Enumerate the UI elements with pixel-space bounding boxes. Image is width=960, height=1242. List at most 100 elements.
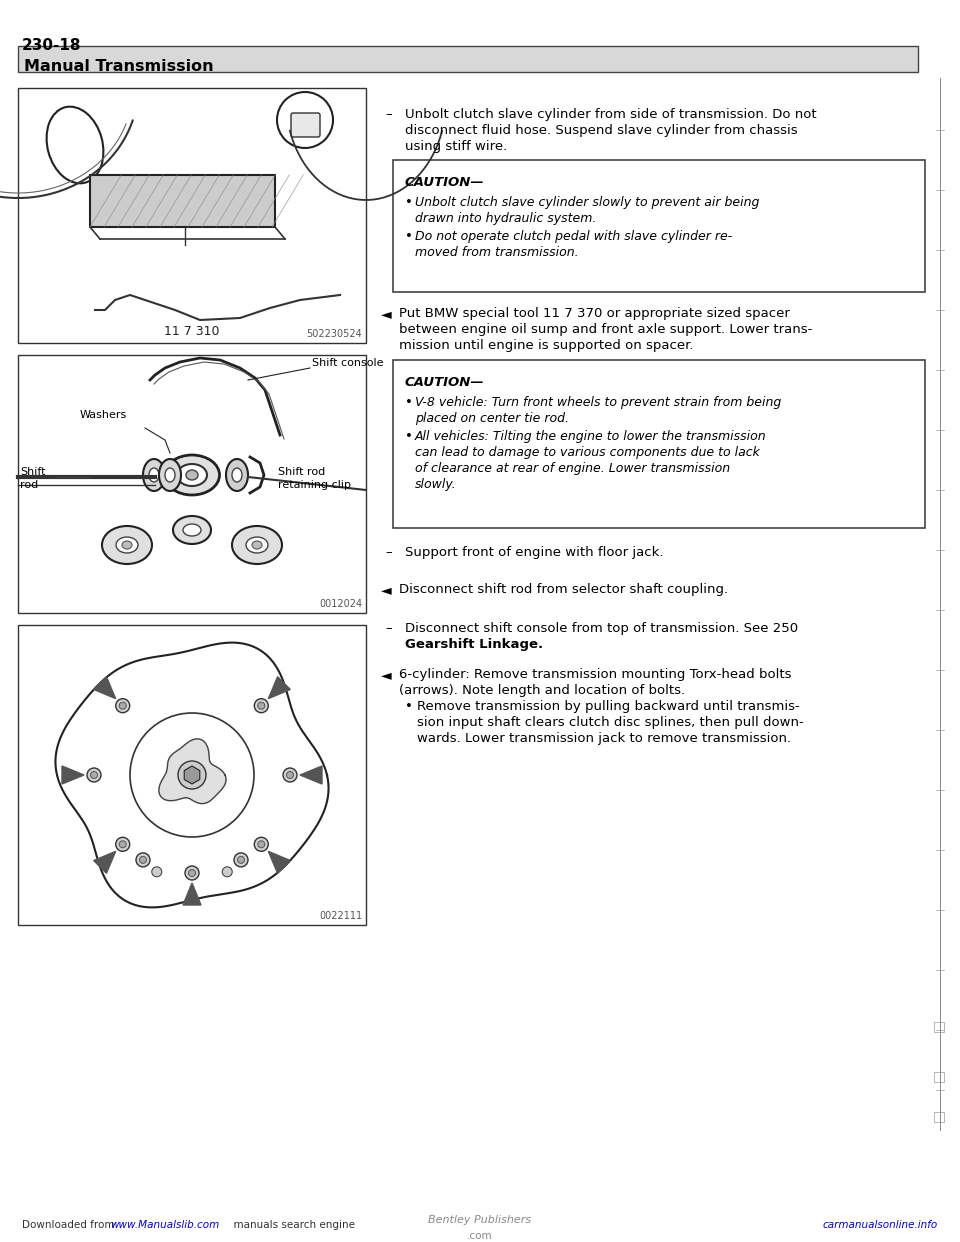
Text: –: –: [385, 622, 392, 635]
Bar: [393, 160, 925, 292]
Text: ◄: ◄: [381, 582, 392, 597]
Text: retaining clip: retaining clip: [278, 479, 351, 491]
Text: of clearance at rear of engine. Lower transmission: of clearance at rear of engine. Lower tr…: [415, 462, 731, 474]
Text: mission until engine is supported on spacer.: mission until engine is supported on spa…: [399, 339, 693, 351]
Text: •: •: [405, 700, 413, 713]
Ellipse shape: [226, 460, 248, 491]
Text: Shift console: Shift console: [312, 358, 383, 368]
Circle shape: [119, 841, 126, 848]
Bar: [18, 88, 366, 343]
Text: CAUTION—: CAUTION—: [405, 376, 485, 389]
Circle shape: [139, 857, 147, 863]
Circle shape: [237, 857, 245, 863]
Text: Disconnect shift console from top of transmission. See 250: Disconnect shift console from top of tra…: [405, 622, 798, 635]
Ellipse shape: [177, 465, 207, 486]
Text: wards. Lower transmission jack to remove transmission.: wards. Lower transmission jack to remove…: [417, 732, 791, 745]
Ellipse shape: [183, 524, 201, 537]
Text: Support front of engine with floor jack.: Support front of engine with floor jack.: [405, 546, 663, 559]
Text: between engine oil sump and front axle support. Lower trans-: between engine oil sump and front axle s…: [399, 323, 812, 337]
Text: Manual Transmission: Manual Transmission: [24, 60, 214, 75]
Polygon shape: [94, 851, 115, 873]
Text: Unbolt clutch slave cylinder slowly to prevent air being: Unbolt clutch slave cylinder slowly to p…: [415, 196, 759, 209]
Text: Downloaded from: Downloaded from: [22, 1220, 118, 1230]
Ellipse shape: [116, 537, 138, 553]
Text: 502230524: 502230524: [306, 329, 362, 339]
Circle shape: [254, 699, 268, 713]
Polygon shape: [300, 766, 322, 784]
Text: (arrows). Note length and location of bolts.: (arrows). Note length and location of bo…: [399, 684, 685, 697]
Text: •: •: [405, 230, 413, 243]
Text: –: –: [385, 546, 392, 559]
Ellipse shape: [246, 537, 268, 553]
Circle shape: [130, 713, 254, 837]
Ellipse shape: [149, 468, 159, 482]
Ellipse shape: [47, 107, 104, 184]
Bar: [934, 1072, 944, 1082]
Text: CAUTION—: CAUTION—: [405, 176, 485, 189]
Bar: [934, 1112, 944, 1122]
Polygon shape: [94, 677, 115, 699]
Text: slowly.: slowly.: [415, 478, 457, 491]
Text: All vehicles: Tilting the engine to lower the transmission: All vehicles: Tilting the engine to lowe…: [415, 430, 767, 443]
Polygon shape: [269, 677, 290, 699]
Polygon shape: [158, 739, 226, 804]
Circle shape: [116, 699, 130, 713]
Text: .com: .com: [468, 1231, 492, 1241]
Text: Bentley Publishers: Bentley Publishers: [428, 1215, 532, 1225]
Circle shape: [90, 771, 98, 779]
Text: V-8 vehicle: Turn front wheels to prevent strain from being: V-8 vehicle: Turn front wheels to preven…: [415, 396, 781, 409]
Text: Do not operate clutch pedal with slave cylinder re-: Do not operate clutch pedal with slave c…: [415, 230, 732, 243]
Circle shape: [136, 853, 150, 867]
Text: Shift rod: Shift rod: [278, 467, 325, 477]
Bar: [18, 625, 366, 925]
Circle shape: [87, 768, 101, 782]
Text: •: •: [405, 396, 413, 409]
Circle shape: [178, 761, 206, 789]
Text: disconnect fluid hose. Suspend slave cylinder from chassis: disconnect fluid hose. Suspend slave cyl…: [405, 124, 798, 137]
Ellipse shape: [165, 468, 175, 482]
Text: drawn into hydraulic system.: drawn into hydraulic system.: [415, 212, 596, 225]
Ellipse shape: [102, 527, 152, 564]
Bar: [18, 355, 366, 614]
Bar: [934, 1022, 944, 1032]
Circle shape: [222, 867, 232, 877]
Bar: [90, 175, 275, 227]
Text: rod: rod: [20, 479, 38, 491]
Bar: [393, 360, 925, 528]
Ellipse shape: [232, 468, 242, 482]
Ellipse shape: [143, 460, 165, 491]
Text: Disconnect shift rod from selector shaft coupling.: Disconnect shift rod from selector shaft…: [399, 582, 728, 596]
Text: Unbolt clutch slave cylinder from side of transmission. Do not: Unbolt clutch slave cylinder from side o…: [405, 108, 817, 120]
Ellipse shape: [122, 542, 132, 549]
Text: Put BMW special tool 11 7 370 or appropriate sized spacer: Put BMW special tool 11 7 370 or appropr…: [399, 307, 790, 320]
Ellipse shape: [252, 542, 262, 549]
Text: manuals search engine: manuals search engine: [227, 1220, 355, 1230]
Text: •: •: [405, 430, 413, 443]
Text: ◄: ◄: [381, 668, 392, 682]
Text: Remove transmission by pulling backward until transmis-: Remove transmission by pulling backward …: [417, 700, 800, 713]
Circle shape: [116, 837, 130, 851]
Text: Gearshift Linkage.: Gearshift Linkage.: [405, 638, 543, 651]
Polygon shape: [62, 766, 84, 784]
Text: can lead to damage to various components due to lack: can lead to damage to various components…: [415, 446, 760, 460]
Circle shape: [185, 866, 199, 881]
Text: 0022111: 0022111: [319, 910, 362, 922]
Circle shape: [283, 768, 297, 782]
Polygon shape: [183, 883, 201, 905]
Text: sion input shaft clears clutch disc splines, then pull down-: sion input shaft clears clutch disc spli…: [417, 715, 804, 729]
Text: –: –: [385, 108, 392, 120]
Text: 230-18: 230-18: [22, 39, 82, 53]
Circle shape: [234, 853, 248, 867]
Text: 6-cylinder: Remove transmission mounting Torx-head bolts: 6-cylinder: Remove transmission mounting…: [399, 668, 791, 681]
Bar: [18, 46, 918, 72]
Text: moved from transmission.: moved from transmission.: [415, 246, 579, 260]
Text: using stiff wire.: using stiff wire.: [405, 140, 507, 153]
Circle shape: [286, 771, 294, 779]
Ellipse shape: [186, 469, 198, 479]
Text: Washers: Washers: [80, 410, 127, 420]
Ellipse shape: [232, 527, 282, 564]
Text: 11 7 310: 11 7 310: [164, 325, 220, 338]
Text: ◄: ◄: [381, 307, 392, 320]
Circle shape: [188, 869, 196, 877]
FancyBboxPatch shape: [291, 113, 320, 137]
